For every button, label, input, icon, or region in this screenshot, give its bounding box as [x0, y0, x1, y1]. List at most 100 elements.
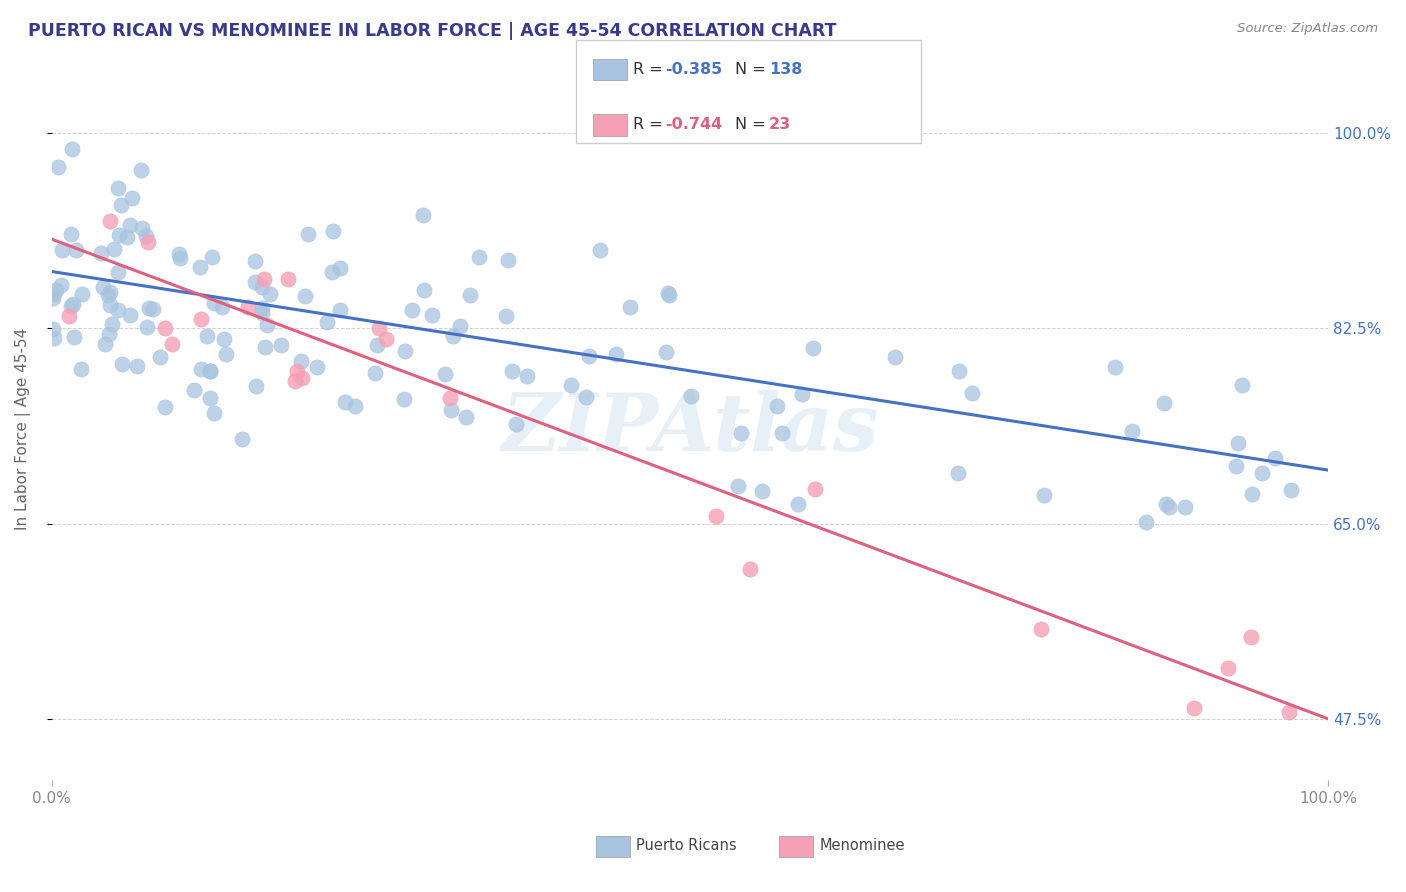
Point — [243, 275, 266, 289]
Point — [51, 277, 73, 292]
Point — [605, 347, 627, 361]
Text: R =: R = — [633, 118, 668, 132]
Point — [322, 224, 344, 238]
Point — [135, 320, 157, 334]
Point — [107, 303, 129, 318]
Point — [1240, 630, 1263, 644]
Point — [167, 247, 190, 261]
Point — [440, 403, 463, 417]
Point — [329, 302, 352, 317]
Point — [290, 353, 312, 368]
Point — [1230, 378, 1253, 392]
Point — [368, 320, 391, 334]
Point — [198, 363, 221, 377]
Point — [107, 180, 129, 194]
Point — [751, 483, 773, 498]
Point — [321, 265, 343, 279]
Point — [46, 160, 69, 174]
Point — [394, 343, 416, 358]
Point — [962, 385, 984, 400]
Point — [115, 230, 138, 244]
Point — [211, 300, 233, 314]
Point — [250, 306, 273, 320]
Point — [252, 272, 274, 286]
Point — [238, 300, 260, 314]
Point — [70, 362, 93, 376]
Point — [333, 394, 356, 409]
Point — [329, 260, 352, 275]
Point — [121, 191, 143, 205]
Point — [439, 391, 461, 405]
Point — [804, 482, 827, 496]
Point — [422, 309, 444, 323]
Point — [138, 301, 160, 316]
Point — [654, 345, 676, 359]
Point — [658, 288, 681, 302]
Text: ZIPAtlas: ZIPAtlas — [502, 390, 879, 467]
Point — [1218, 661, 1240, 675]
Text: -0.385: -0.385 — [665, 62, 723, 77]
Point — [619, 300, 641, 314]
Text: Source: ZipAtlas.com: Source: ZipAtlas.com — [1237, 22, 1378, 36]
Point — [285, 363, 308, 377]
Point — [60, 227, 83, 241]
Point — [70, 286, 93, 301]
Point — [1278, 705, 1301, 719]
Point — [1153, 396, 1175, 410]
Text: Puerto Ricans: Puerto Ricans — [636, 838, 737, 853]
Point — [195, 329, 218, 343]
Point — [1032, 488, 1054, 502]
Y-axis label: In Labor Force | Age 45-54: In Labor Force | Age 45-54 — [15, 327, 31, 530]
Point — [98, 214, 121, 228]
Point — [59, 299, 82, 313]
Point — [107, 265, 129, 279]
Point — [169, 252, 191, 266]
Point — [250, 280, 273, 294]
Point — [575, 390, 598, 404]
Point — [284, 374, 307, 388]
Point — [578, 349, 600, 363]
Point — [948, 364, 970, 378]
Point — [1029, 623, 1052, 637]
Point — [1121, 424, 1143, 438]
Point — [259, 287, 281, 301]
Text: 138: 138 — [769, 62, 803, 77]
Point — [190, 362, 212, 376]
Point — [212, 332, 235, 346]
Point — [364, 366, 387, 380]
Point — [60, 142, 83, 156]
Point — [413, 284, 436, 298]
Point — [42, 291, 65, 305]
Point — [135, 229, 157, 244]
Point — [129, 163, 152, 178]
Point — [770, 425, 793, 440]
Point — [215, 347, 238, 361]
Point — [366, 338, 388, 352]
Point — [434, 367, 457, 381]
Point — [94, 336, 117, 351]
Point — [766, 399, 789, 413]
Point — [657, 285, 679, 300]
Point — [256, 318, 278, 332]
Text: R =: R = — [633, 62, 668, 77]
Point — [245, 379, 267, 393]
Text: -0.744: -0.744 — [665, 118, 723, 132]
Point — [131, 221, 153, 235]
Point — [305, 359, 328, 374]
Point — [120, 308, 142, 322]
Point — [948, 466, 970, 480]
Point — [1240, 487, 1263, 501]
Point — [110, 197, 132, 211]
Point — [1227, 436, 1250, 450]
Point — [118, 218, 141, 232]
Point — [589, 243, 612, 257]
Point — [202, 296, 225, 310]
Point — [441, 329, 464, 343]
Point — [294, 289, 316, 303]
Point — [738, 562, 761, 576]
Point — [505, 417, 527, 431]
Point — [297, 227, 319, 242]
Point — [155, 401, 177, 415]
Point — [316, 315, 339, 329]
Point — [90, 246, 112, 260]
